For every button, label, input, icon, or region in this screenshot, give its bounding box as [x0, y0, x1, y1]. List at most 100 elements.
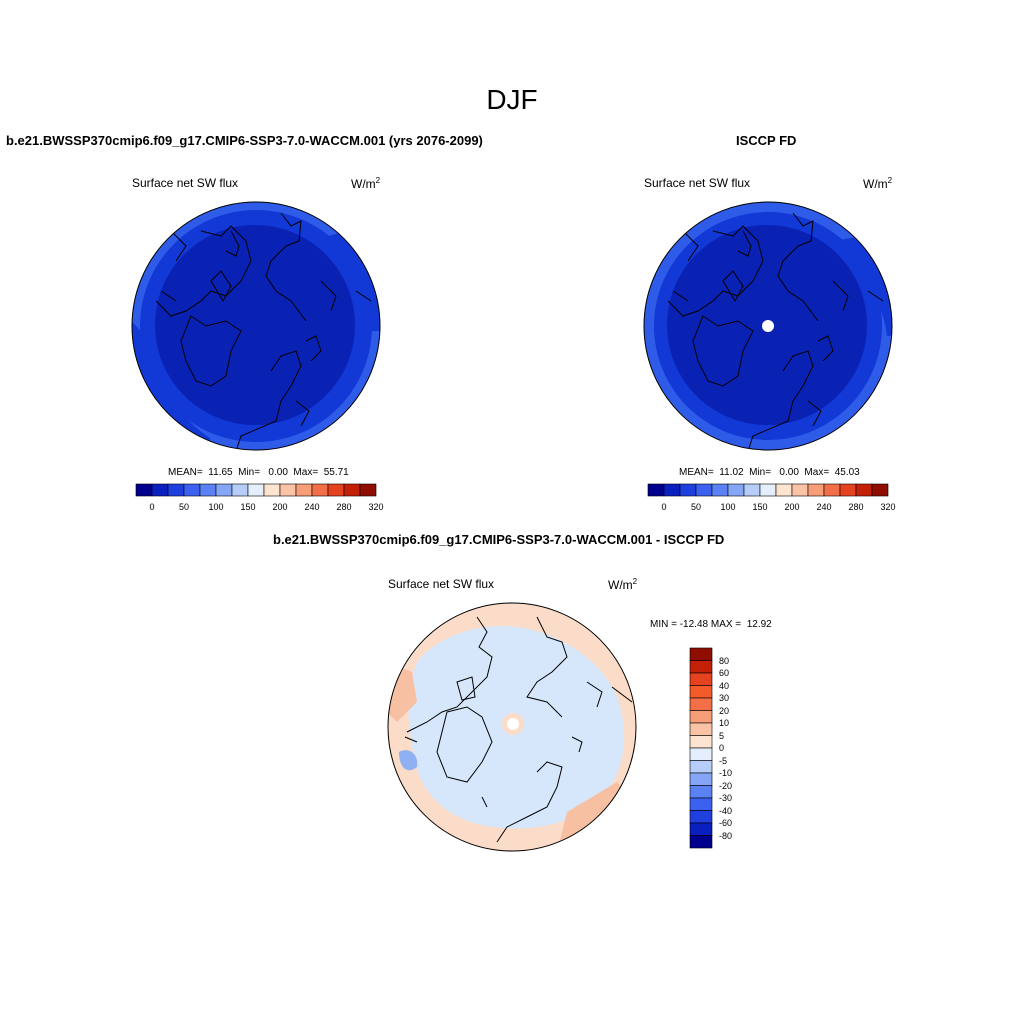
model-colorbar-box	[247, 483, 265, 497]
model-map-core-fill	[155, 225, 355, 425]
obs-colorbar-tick-label: 50	[690, 502, 702, 512]
diff-colorbar-tick-label: 30	[719, 693, 730, 703]
diff-colorbar-tick-label: -5	[719, 755, 728, 766]
main-title: DJF	[486, 84, 538, 115]
obs-polar-map	[643, 201, 893, 451]
diff-colorbar-box	[689, 747, 713, 761]
model-colorbar-tick-label: 320	[368, 502, 384, 512]
obs-colorbar-tick-label: 100	[720, 502, 736, 512]
obs-colorbar-tick-label: 0	[661, 502, 667, 512]
obs-map-pole-gap	[762, 320, 774, 332]
model-colorbar-tick-label: 150	[240, 502, 256, 512]
diff-colorbar-box	[689, 672, 713, 686]
diff-colorbar-ticks: 80 60 40 30 20 10 5 0 -5 -10 -20 -30 -40 -60 -80	[719, 648, 749, 848]
obs-colorbar-box	[695, 483, 713, 497]
diff-colorbar-box	[689, 685, 713, 699]
model-colorbar-box	[215, 483, 233, 497]
diff-polar-map	[387, 602, 637, 852]
diff-colorbar-box	[689, 772, 713, 786]
obs-colorbar-box	[855, 483, 873, 497]
obs-colorbar-box	[727, 483, 745, 497]
model-colorbar-box	[135, 483, 153, 497]
diff-colorbar-box	[689, 810, 713, 824]
diff-colorbar-box	[689, 760, 713, 774]
obs-colorbar-box	[711, 483, 729, 497]
model-map-border	[131, 201, 381, 451]
diff-colorbar	[689, 647, 713, 849]
model-colorbar-box	[295, 483, 313, 497]
obs-colorbar-box	[759, 483, 777, 497]
model-colorbar-tick-label: 50	[178, 502, 190, 512]
model-colorbar-tick-label: 100	[208, 502, 224, 512]
obs-variable-label: Surface net SW flux	[644, 176, 751, 190]
model-colorbar-box	[183, 483, 201, 497]
diff-colorbar-box	[689, 797, 713, 811]
model-colorbar-tick-label: 240	[304, 502, 320, 512]
obs-colorbar	[647, 483, 889, 497]
diff-colorbar-tick-label: 40	[719, 680, 730, 691]
model-colorbar-box	[279, 483, 297, 497]
obs-panel-title: ISCCP FD	[736, 133, 797, 148]
diff-colorbar-tick-label: 20	[719, 705, 730, 716]
model-colorbar-tick-label: 280	[336, 502, 352, 512]
diff-colorbar-tick-label: -30	[719, 793, 733, 803]
diff-colorbar-tick-label: 10	[719, 718, 730, 728]
diff-coastlines	[404, 616, 633, 843]
diff-colorbar-box	[689, 822, 713, 836]
diff-colorbar-box	[689, 660, 713, 674]
diff-colorbar-tick-label: -40	[719, 805, 733, 816]
diff-colorbar-box	[689, 785, 713, 799]
obs-stats: MEAN= 11.02 Min= 0.00 Max= 45.03	[679, 467, 860, 478]
model-colorbar-box	[167, 483, 185, 497]
model-variable-label: Surface net SW flux	[132, 176, 239, 190]
obs-colorbar-tick-label: 280	[848, 502, 864, 512]
model-panel-title: b.e21.BWSSP370cmip6.f09_g17.CMIP6-SSP3-7…	[6, 133, 483, 148]
model-colorbar-ticks: 0 50 100 150 200 240 280 320	[136, 502, 383, 514]
model-colorbar-tick-label: 200	[272, 502, 288, 512]
obs-colorbar-box	[775, 483, 793, 497]
obs-colorbar-box	[647, 483, 665, 497]
obs-colorbar-box	[823, 483, 841, 497]
obs-colorbar-ticks: 0 50 100 150 200 240 280 320	[648, 502, 895, 514]
obs-colorbar-box	[871, 483, 889, 497]
model-colorbar-box	[343, 483, 361, 497]
model-units: W/m2	[351, 176, 381, 191]
obs-colorbar-box	[791, 483, 809, 497]
diff-units: W/m2	[608, 577, 638, 592]
model-polar-map	[131, 201, 381, 451]
diff-colorbar-box	[689, 835, 713, 849]
model-stats: MEAN= 11.65 Min= 0.00 Max= 55.71	[168, 467, 349, 478]
obs-units: W/m2	[863, 176, 893, 191]
diff-panel-title: b.e21.BWSSP370cmip6.f09_g17.CMIP6-SSP3-7…	[273, 532, 725, 547]
diff-map-pole-gap	[507, 718, 519, 730]
obs-map-border	[643, 201, 893, 451]
model-colorbar-box	[327, 483, 345, 497]
obs-colorbar-box	[679, 483, 697, 497]
model-colorbar-tick-label: 0	[149, 502, 155, 512]
diff-stats: MIN = -12.48 MAX = 12.92	[650, 619, 772, 630]
diff-colorbar-tick-label: 80	[719, 655, 730, 666]
diff-colorbar-tick-label: -10	[719, 768, 733, 778]
diff-colorbar-box	[689, 710, 713, 724]
diff-map-border	[387, 602, 637, 852]
model-colorbar-box	[151, 483, 169, 497]
obs-colorbar-tick-label: 320	[880, 502, 896, 512]
diff-colorbar-tick-label: 0	[719, 743, 725, 753]
obs-colorbar-tick-label: 240	[816, 502, 832, 512]
diff-colorbar-box	[689, 647, 713, 661]
diff-colorbar-tick-label: 5	[719, 730, 725, 741]
diff-colorbar-tick-label: -80	[719, 830, 733, 841]
obs-colorbar-box	[839, 483, 857, 497]
diff-variable-label: Surface net SW flux	[388, 577, 495, 591]
diff-map-cool-patch	[399, 750, 418, 771]
obs-colorbar-box	[663, 483, 681, 497]
obs-colorbar-tick-label: 200	[784, 502, 800, 512]
obs-colorbar-tick-label: 150	[752, 502, 768, 512]
diff-colorbar-tick-label: -20	[719, 780, 733, 791]
model-coastlines	[155, 212, 372, 450]
obs-coastlines	[667, 212, 884, 450]
model-colorbar-box	[263, 483, 281, 497]
model-colorbar	[135, 483, 377, 497]
model-colorbar-box	[231, 483, 249, 497]
diff-colorbar-tick-label: 60	[719, 668, 730, 678]
